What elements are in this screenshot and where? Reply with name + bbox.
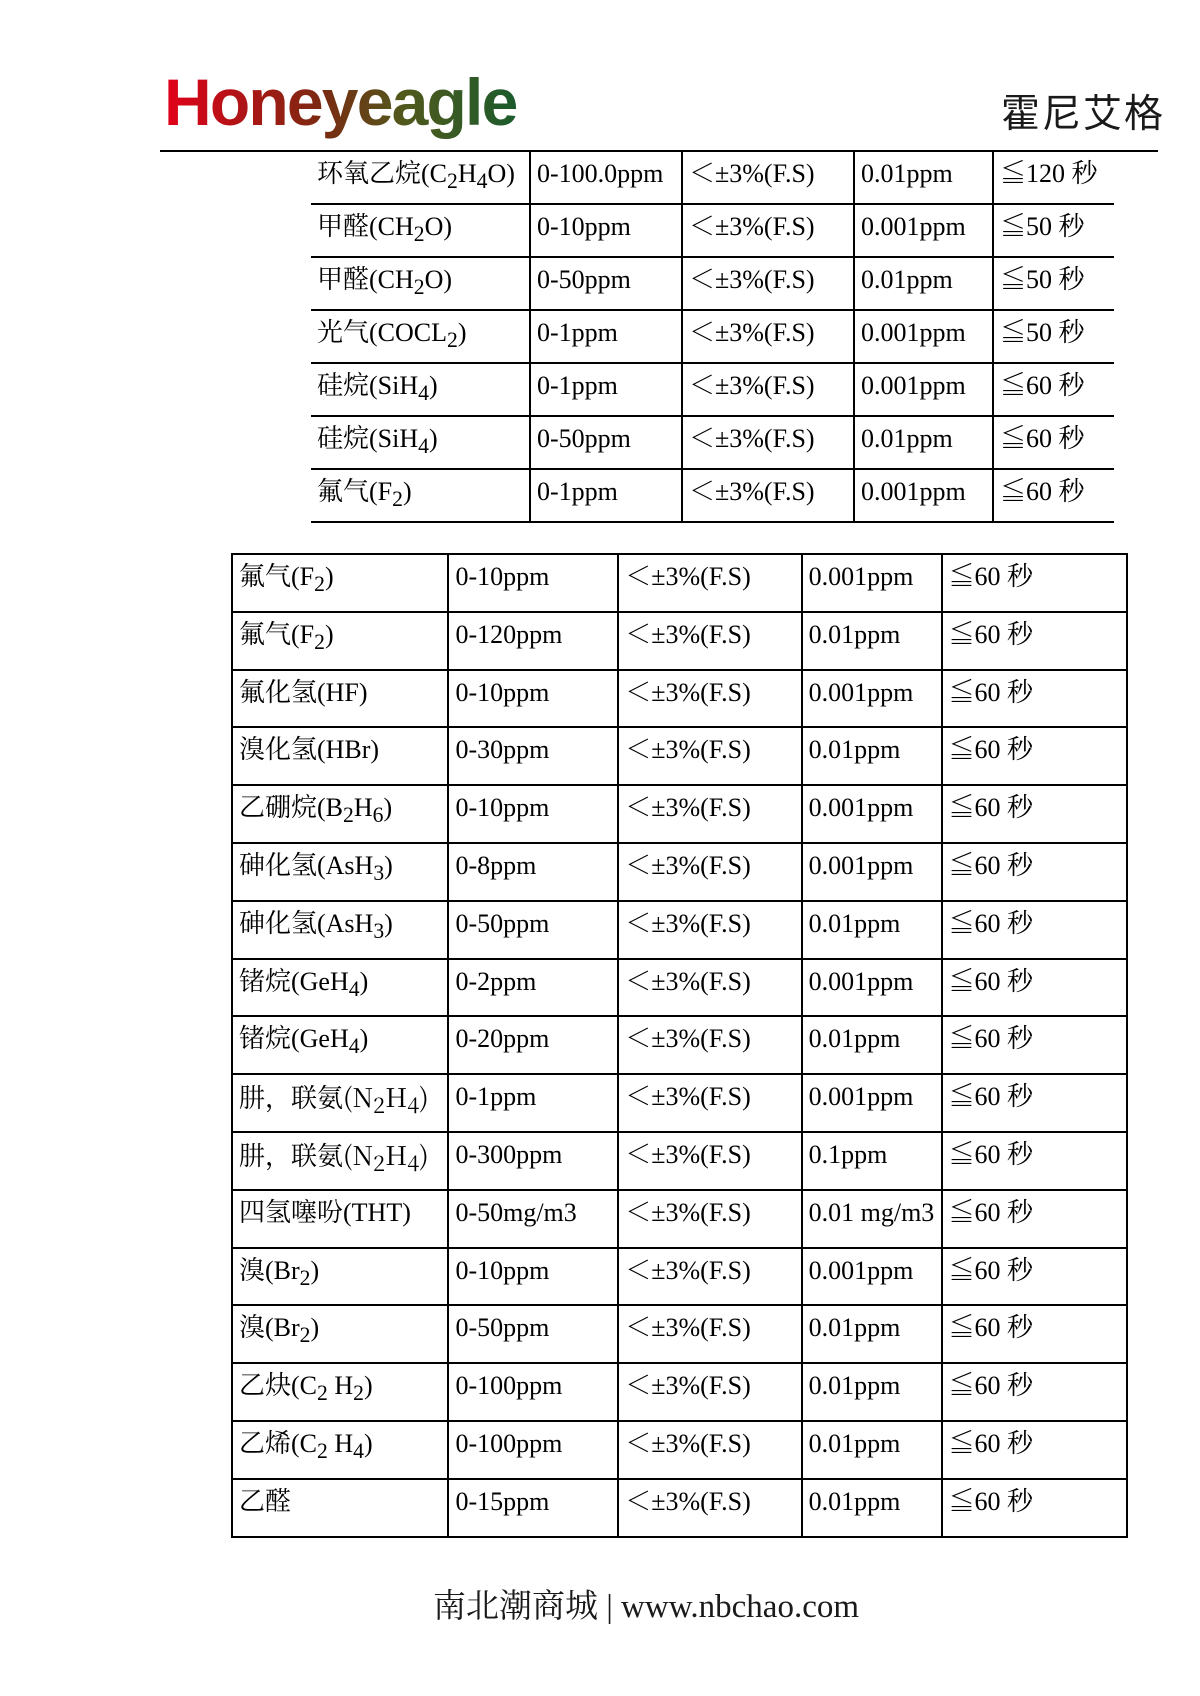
svg-text:Honeyeagle: Honeyeagle <box>164 65 517 139</box>
